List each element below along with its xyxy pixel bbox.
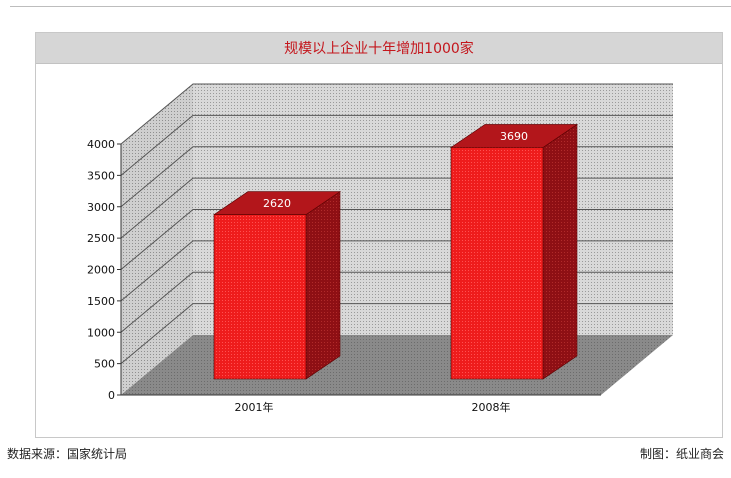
y-tick-label: 1000 [87, 326, 115, 339]
bar-side [542, 123, 578, 380]
bar-value-label: 3690 [500, 130, 528, 143]
y-tick-label: 0 [108, 389, 115, 402]
x-category-label: 2001年 [235, 400, 274, 414]
chart-title: 规模以上企业十年增加1000家 [284, 41, 474, 57]
gridline [120, 83, 673, 145]
bar-chart: 0 500 1000 1500 2000 2500 3000 3500 4000 2620 2001… [87, 83, 673, 414]
bar-value-label: 2620 [263, 197, 291, 210]
bar [450, 147, 544, 380]
y-tick-label: 4000 [87, 138, 115, 151]
bar [213, 214, 307, 380]
y-tick-label: 3500 [87, 169, 115, 182]
x-category-label: 2008年 [472, 400, 511, 414]
gridline [120, 114, 673, 176]
bar-side [305, 191, 341, 380]
y-tick-label: 1500 [87, 295, 115, 308]
chart-frame: 规模以上企业十年增加1000家 0 500 [35, 32, 723, 438]
chart-floor [121, 335, 673, 395]
chart-title-bar: 规模以上企业十年增加1000家 [36, 33, 722, 64]
y-tick-label: 3000 [87, 201, 115, 214]
y-tick-label: 500 [94, 358, 115, 371]
chart-credit-note: 制图：纸业商会 [639, 447, 724, 461]
y-tick-label: 2000 [87, 264, 115, 277]
y-tick-label: 2500 [87, 232, 115, 245]
top-divider [10, 6, 731, 7]
data-source-note: 数据来源：国家统计局 [7, 447, 128, 461]
